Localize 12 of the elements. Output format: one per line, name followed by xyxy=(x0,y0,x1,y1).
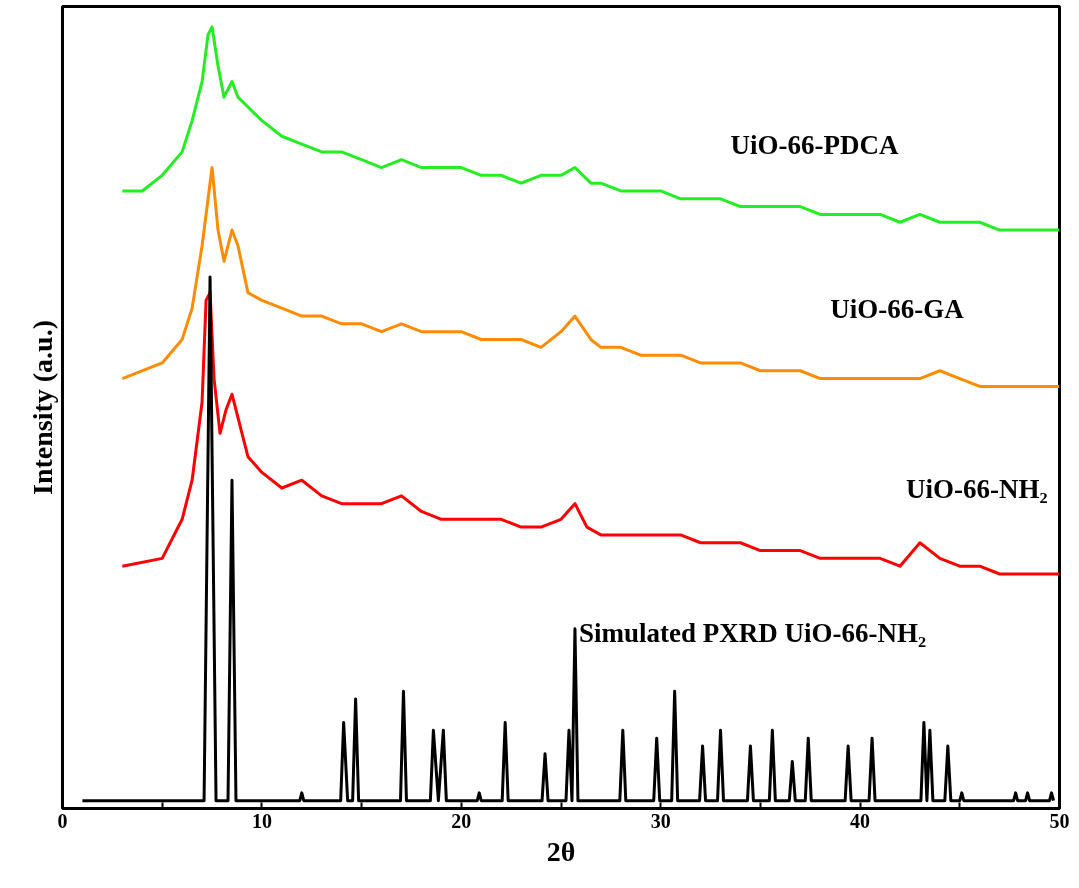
x-tick-label: 50 xyxy=(1049,809,1070,832)
series-label: UiO-66-GA xyxy=(830,293,965,324)
x-tick-label: 10 xyxy=(251,809,272,832)
series-label: Simulated PXRD UiO-66-NH₂ xyxy=(578,618,927,649)
y-axis-title: Intensity (a.u.) xyxy=(26,319,58,496)
x-tick-label: 40 xyxy=(850,809,871,832)
x-tick-label: 30 xyxy=(650,809,671,832)
series-label: UiO-66-NH₂ xyxy=(905,473,1048,504)
x-axis-title: 2θ xyxy=(546,835,576,867)
x-tick-label: 0 xyxy=(57,809,68,832)
series-label: UiO-66-PDCA xyxy=(730,129,899,160)
x-tick-label: 20 xyxy=(451,809,472,832)
